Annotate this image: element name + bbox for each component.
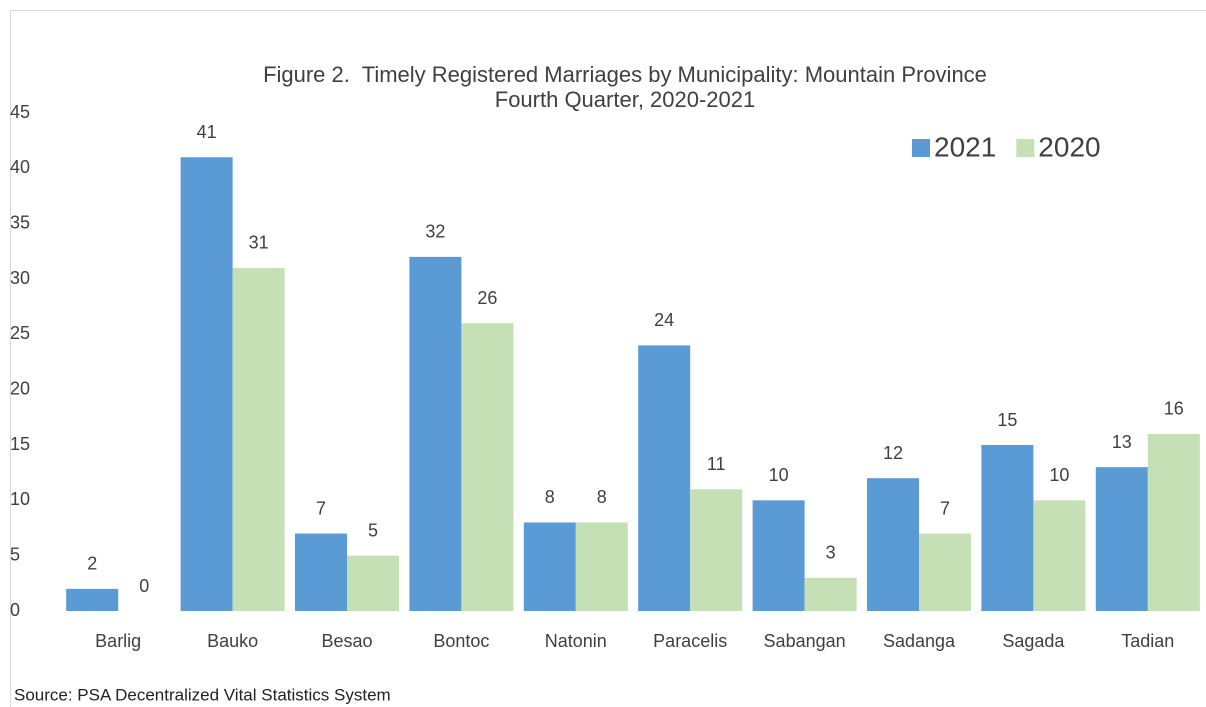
data-label: 7 [940,498,950,518]
x-tick-label: Sadanga [883,631,956,651]
y-tick-label: 35 [10,212,30,232]
data-label: 13 [1112,432,1132,452]
y-tick-label: 5 [10,544,20,564]
legend-swatch [912,139,930,157]
data-label: 16 [1164,399,1184,419]
data-label: 8 [597,487,607,507]
data-label: 3 [826,543,836,563]
data-label: 10 [769,465,789,485]
chart-frame [10,10,1206,707]
y-tick-label: 15 [10,434,30,454]
data-label: 7 [316,498,326,518]
bar [66,588,119,611]
data-label: 15 [997,410,1017,430]
bar [523,522,576,611]
bar [1033,500,1086,611]
data-label: 0 [139,576,149,596]
bar [347,555,399,611]
data-label: 8 [545,487,555,507]
data-label: 41 [197,122,217,142]
legend-label: 2020 [1038,131,1100,162]
bar [575,522,628,611]
y-tick-label: 20 [10,378,30,398]
chart-title: Figure 2. Timely Registered Marriages by… [263,62,987,87]
bar [1147,433,1200,611]
data-label: 32 [425,222,445,242]
data-label: 11 [707,454,726,474]
data-label: 2 [87,554,97,574]
bar [295,533,347,611]
y-tick-label: 30 [10,268,30,288]
data-label: 12 [883,443,903,463]
bar [867,478,919,611]
x-tick-label: Barlig [95,631,141,651]
y-tick-label: 0 [10,600,20,620]
x-tick-label: Bontoc [433,631,489,651]
y-tick-label: 10 [10,489,30,509]
x-tick-label: Sabangan [764,631,846,651]
bar [690,489,743,611]
bar [919,533,971,611]
chart-subtitle: Fourth Quarter, 2020-2021 [495,87,756,112]
x-tick-label: Tadian [1121,631,1174,651]
data-label: 10 [1049,465,1069,485]
source-note: Source: PSA Decentralized Vital Statisti… [14,685,391,704]
legend-label: 2021 [934,131,996,162]
bar [232,267,285,611]
legend-swatch [1016,139,1035,157]
x-tick-label: Natonin [545,631,607,651]
x-tick-label: Paracelis [653,631,727,651]
bar [409,256,462,611]
data-label: 5 [368,520,378,540]
y-tick-label: 25 [10,323,30,343]
data-label: 26 [477,288,497,308]
bar [804,577,857,611]
bar [981,445,1034,611]
bar [752,500,805,611]
data-label: 31 [249,233,269,253]
bar [638,345,691,611]
y-tick-label: 45 [10,102,30,122]
y-tick-label: 40 [10,157,30,177]
x-tick-label: Sagada [1002,631,1065,651]
x-tick-label: Bauko [207,631,258,651]
bar [461,323,514,611]
bar [1095,467,1148,611]
bar [180,157,233,611]
data-label: 24 [654,310,674,330]
x-tick-label: Besao [321,631,372,651]
